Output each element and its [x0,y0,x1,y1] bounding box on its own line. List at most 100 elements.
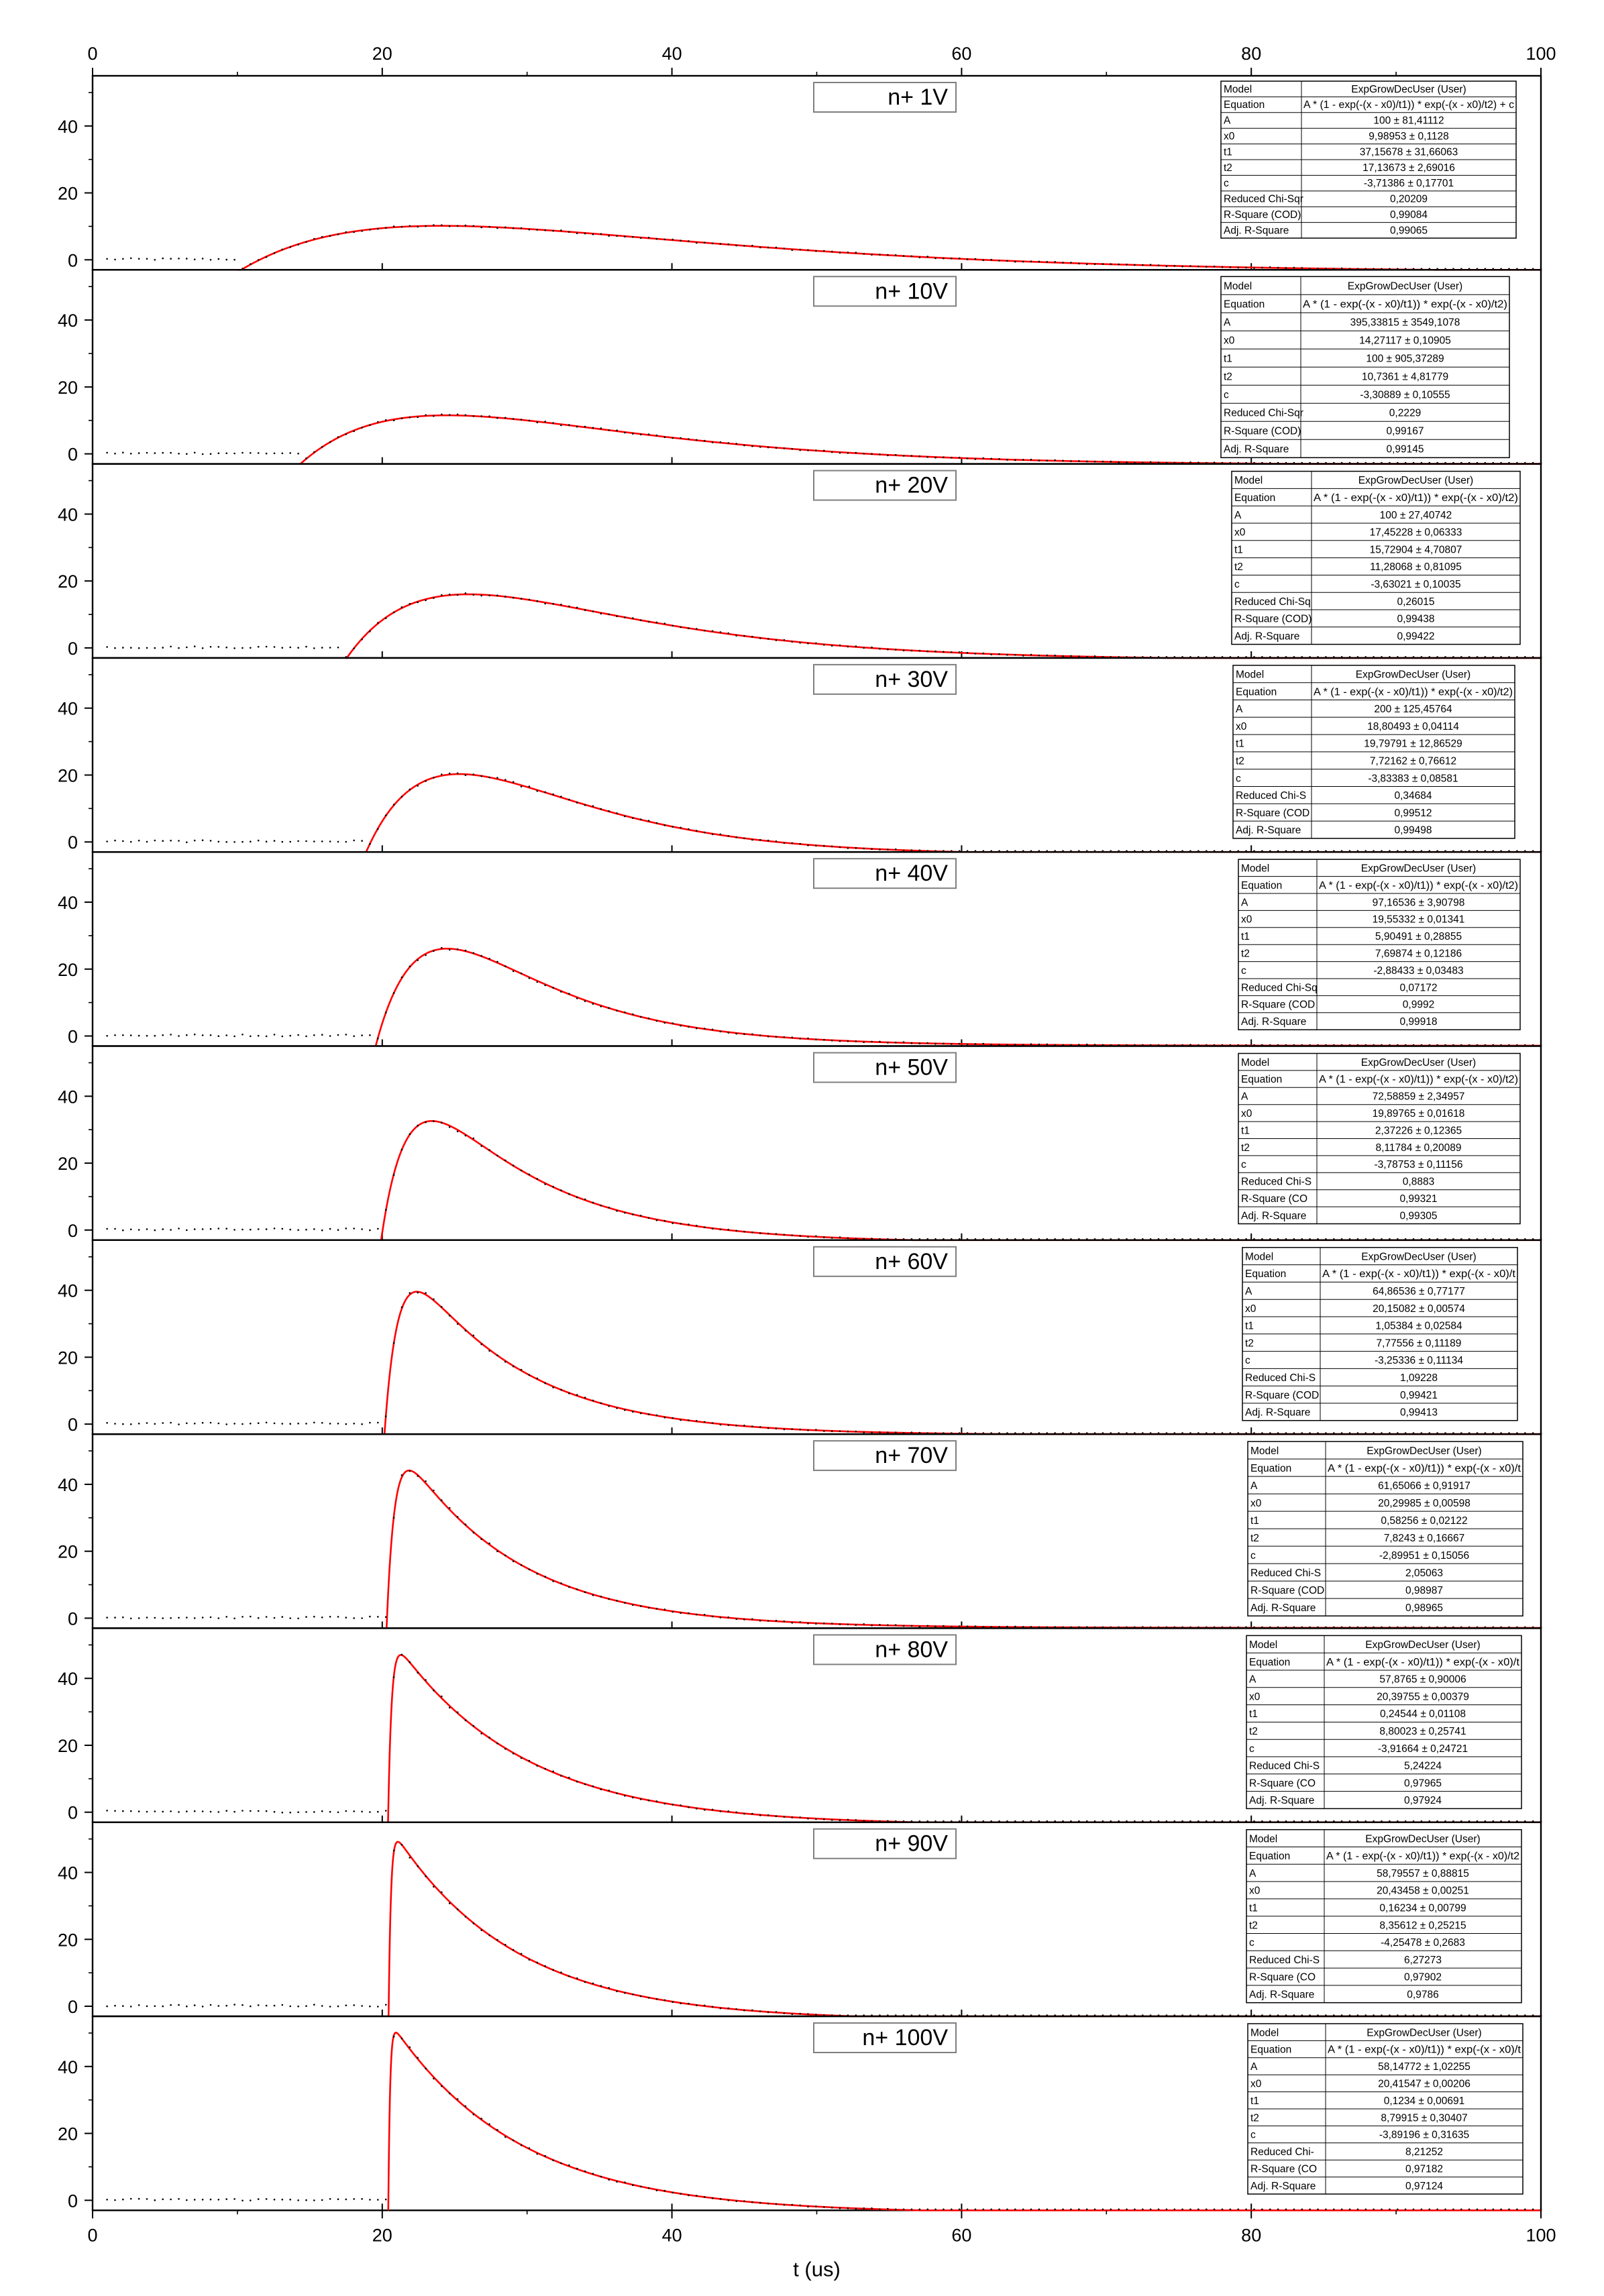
data-point [584,609,586,611]
data-point [433,2077,435,2080]
fit-table-value: 7,77556 ± 0,11189 [1377,1337,1462,1349]
fit-table-value: 0,97124 [1405,2181,1443,2192]
data-point [170,1810,172,1812]
data-point [361,230,363,232]
data-point [536,1572,539,1575]
data-point [361,2198,363,2200]
data-point [257,452,260,454]
data-point [329,1810,331,1813]
data-point [1078,460,1080,462]
data-point [647,820,650,822]
data-point [871,254,873,256]
data-point [472,594,475,596]
data-point [162,647,164,649]
data-point [871,1431,873,1434]
fit-table-value: 7,72162 ± 0,76612 [1370,755,1456,767]
fit-table-value: 0,99421 [1400,1390,1438,1401]
data-point [417,1672,419,1674]
fit-table-value: 0,99321 [1399,1193,1437,1205]
data-point [1046,2208,1049,2211]
fit-table-key: t1 [1224,146,1232,158]
fit-table-value: ExpGrowDecUser (User) [1361,1251,1476,1262]
data-point [162,2005,164,2008]
data-point [520,598,523,600]
data-point [170,258,172,260]
data-point [743,1230,745,1233]
data-point [863,2207,865,2209]
data-point [129,453,132,455]
data-point [441,224,443,227]
data-point [273,2198,276,2201]
data-point [122,1423,124,1425]
data-point [632,1993,634,1996]
data-point [129,1228,132,1231]
data-point [186,1810,188,1812]
data-point [727,1228,730,1231]
data-point [441,946,443,949]
data-point [337,1423,339,1425]
fit-table-key: Adj. R-Square [1224,225,1289,236]
fit-table-value: 0,97965 [1404,1778,1442,1789]
data-point [1508,2208,1510,2211]
data-point [926,1625,928,1627]
fit-table-key: t2 [1241,1142,1250,1154]
data-point [1229,266,1232,268]
data-point [217,2199,220,2201]
data-point [847,452,849,454]
data-point [242,840,244,843]
data-point [1301,2208,1303,2211]
fit-table-key: Reduced Chi-Sq [1234,596,1311,608]
data-point [1189,461,1191,463]
data-point [727,632,730,635]
data-point [632,236,634,238]
fit-table-value: 0,99413 [1400,1407,1438,1419]
fit-table-key: t1 [1234,544,1243,555]
data-point [209,1616,212,1619]
data-point [632,1213,634,1215]
data-point [114,1227,116,1230]
fit-table-key: Reduced Chi-S [1236,790,1306,802]
data-point [480,775,482,777]
data-point [799,1621,801,1623]
fit-table: Model ExpGrowDecUser (User)Equation A * (1… [1246,1828,1522,2004]
data-point [879,647,881,650]
data-point [711,1028,714,1031]
data-point [345,840,347,843]
data-point [417,225,419,228]
data-point [250,2199,252,2201]
panel-label-box [813,470,957,501]
data-point [122,2198,124,2201]
x-tick-label-bottom: 0 [87,2225,97,2245]
fit-table-key: c [1250,2130,1256,2141]
data-point [496,961,498,963]
data-point [879,1431,881,1433]
data-point [616,1009,618,1012]
data-point [1022,1626,1024,1628]
fit-table-value: 37,15678 ± 31,66063 [1360,146,1458,158]
data-point [162,1617,164,1619]
data-point [337,2005,339,2008]
data-point [807,1818,809,1820]
data-point [847,1040,849,1042]
fit-table-key: A [1234,510,1242,521]
data-point [823,1236,825,1238]
data-point [242,1423,244,1425]
data-point [353,1423,355,1425]
fit-table-value: 19,89765 ± 0,01618 [1373,1108,1465,1119]
data-point [775,2011,778,2013]
data-point [783,1234,786,1236]
data-point [951,258,953,260]
data-point [536,981,539,983]
data-point [146,451,148,454]
data-point [998,260,1000,262]
data-point [719,2007,722,2010]
data-point [129,257,132,260]
data-point [433,597,435,599]
panel-label-box [813,1634,957,1665]
data-point [815,1818,817,1820]
panel-label-box [813,858,957,889]
y-tick-label: 40 [58,504,78,525]
data-point [544,229,546,231]
data-point [544,1382,546,1384]
data-point [456,1908,459,1910]
